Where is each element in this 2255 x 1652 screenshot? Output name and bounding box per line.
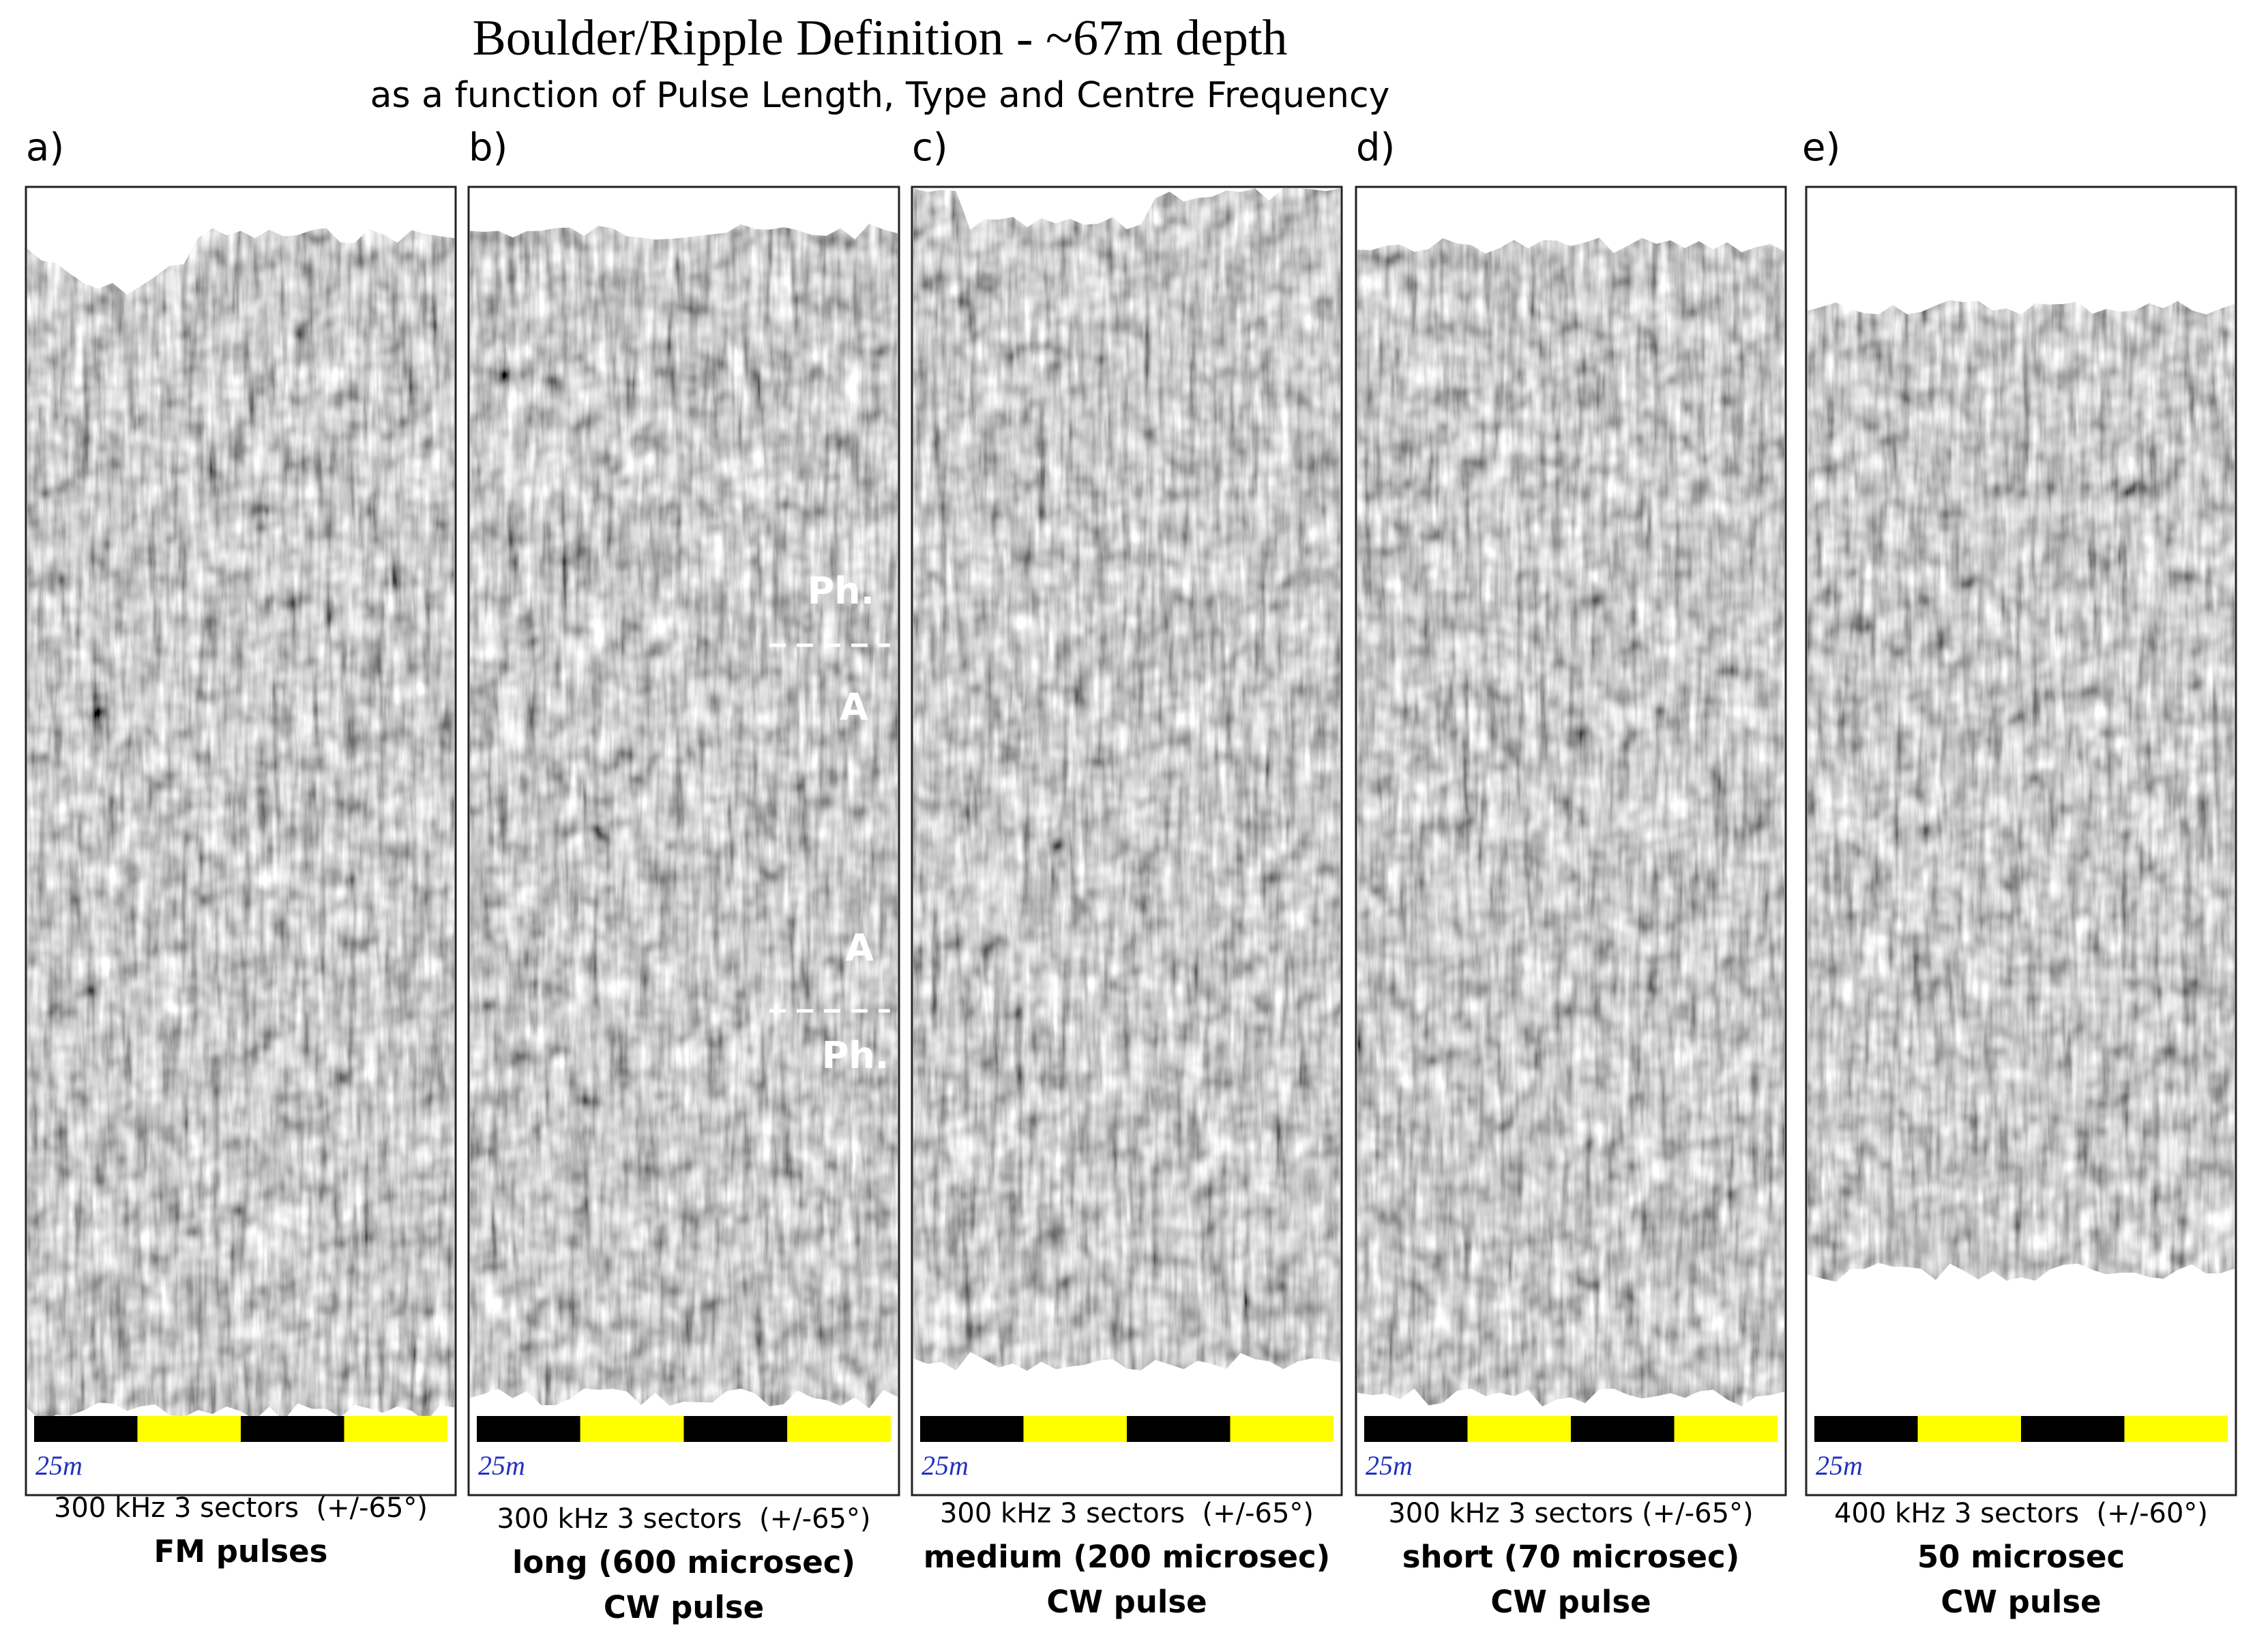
panel-letter: a) — [26, 126, 64, 170]
scale-bar-segment — [1571, 1416, 1675, 1442]
scale-bar-segment — [1917, 1416, 2021, 1442]
caption-pulse: CW pulse — [1046, 1584, 1207, 1620]
scale-bar-segment — [1230, 1416, 1333, 1442]
seabed-image — [27, 228, 454, 1422]
scale-bar-segment — [344, 1416, 447, 1442]
caption-pulse: FM pulses — [154, 1533, 328, 1569]
scale-bar-segment — [1814, 1416, 1918, 1442]
caption-settings: 400 kHz 3 sectors (+/-60°) — [1834, 1498, 2208, 1529]
scale-bar-segment — [477, 1416, 580, 1442]
scale-label: 25m — [922, 1450, 969, 1481]
caption-pulse: medium (200 microsec) — [924, 1539, 1330, 1575]
seabed-image — [1357, 237, 1784, 1407]
caption-pulse: short (70 microsec) — [1402, 1539, 1740, 1575]
caption-pulse: long (600 microsec) — [512, 1544, 855, 1580]
zone-annotation: A — [840, 685, 868, 728]
caption-settings: 300 kHz 3 sectors (+/-65°) — [497, 1503, 870, 1535]
scale-bar-segment — [1023, 1416, 1127, 1442]
caption-pulse: CW pulse — [1490, 1584, 1651, 1620]
scale-bar-segment — [241, 1416, 344, 1442]
zone-annotation: Ph. — [822, 1034, 889, 1077]
scale-bar-segment — [2124, 1416, 2228, 1442]
scale-bar-segment — [1674, 1416, 1778, 1442]
caption-settings: 300 kHz 3 sectors (+/-65°) — [1388, 1498, 1753, 1529]
scale-bar-segment — [137, 1416, 241, 1442]
panel-letter: e) — [1802, 126, 1840, 170]
scale-label: 25m — [35, 1450, 83, 1481]
figure-subtitle: as a function of Pulse Length, Type and … — [370, 75, 1390, 116]
figure-title: Boulder/Ripple Definition - ~67m depth — [472, 10, 1287, 66]
seabed-image — [470, 224, 898, 1408]
scale-bar-segment — [580, 1416, 684, 1442]
panel-letter: d) — [1356, 126, 1395, 170]
caption-pulse: CW pulse — [1941, 1584, 2101, 1620]
scale-label: 25m — [1816, 1450, 1863, 1481]
caption-pulse: 50 microsec — [1917, 1539, 2125, 1575]
panel-letter: c) — [912, 126, 948, 170]
caption-settings: 300 kHz 3 sectors (+/-65°) — [940, 1498, 1314, 1529]
scale-bar-segment — [1364, 1416, 1468, 1442]
zone-annotation: Ph. — [808, 570, 875, 613]
caption-settings: 300 kHz 3 sectors (+/-65°) — [54, 1492, 428, 1524]
seabed-image — [913, 188, 1340, 1371]
scale-bar-segment — [920, 1416, 1024, 1442]
scale-bar-segment — [787, 1416, 891, 1442]
scale-label: 25m — [478, 1450, 525, 1481]
panel-letter: b) — [469, 126, 507, 170]
scale-label: 25m — [1366, 1450, 1413, 1481]
scale-bar-segment — [683, 1416, 788, 1442]
scale-bar-segment — [2021, 1416, 2125, 1442]
scale-bar-segment — [34, 1416, 138, 1442]
scale-bar-segment — [1467, 1416, 1571, 1442]
caption-pulse: CW pulse — [604, 1589, 764, 1625]
scale-bar-segment — [1127, 1416, 1230, 1442]
seabed-image — [1808, 300, 2235, 1282]
zone-annotation: A — [845, 926, 874, 969]
